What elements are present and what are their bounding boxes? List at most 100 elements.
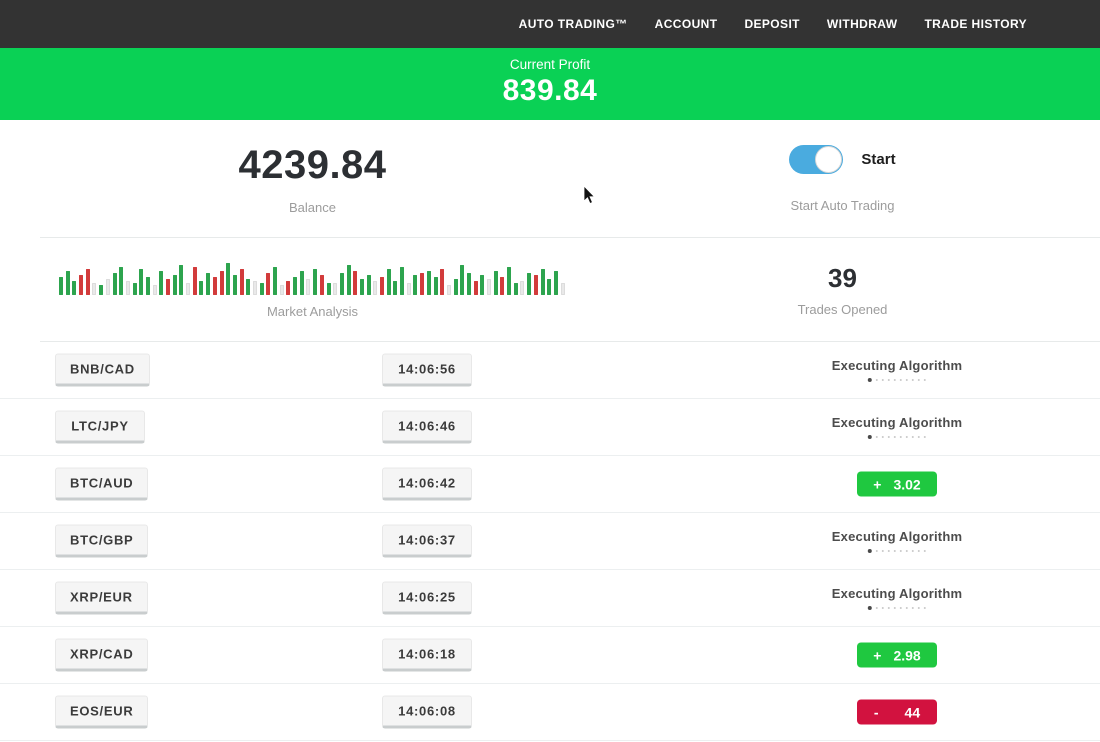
chart-bar <box>306 278 311 295</box>
chart-bar <box>166 278 170 295</box>
status-label: Executing Algorithm <box>831 586 963 601</box>
pair-badge[interactable]: XRP/CAD <box>55 638 149 672</box>
progress-dot <box>868 435 872 439</box>
progress-dot <box>876 550 878 552</box>
nav-item-trade-history[interactable]: TRADE HISTORY <box>924 17 1027 31</box>
chart-bar <box>105 278 110 295</box>
table-row: XRP/CAD 14:06:18 +2.98 <box>0 627 1100 684</box>
pair-badge[interactable]: EOS/EUR <box>55 695 149 729</box>
progress-dot <box>888 436 890 438</box>
amount-sign: + <box>873 647 882 663</box>
chart-bar <box>460 264 465 295</box>
chart-bar <box>199 280 204 295</box>
progress-dot <box>912 436 914 438</box>
market-section: Market Analysis 39 Trades Opened <box>0 238 1100 341</box>
market-analysis-label: Market Analysis <box>266 303 359 319</box>
pair-badge[interactable]: XRP/EUR <box>55 581 148 615</box>
chart-bar <box>453 278 458 295</box>
nav-item-auto-trading[interactable]: AUTO TRADING™ <box>518 17 628 31</box>
chart-bar <box>99 284 104 295</box>
chart-bar <box>252 280 257 295</box>
chart-bar <box>386 268 391 295</box>
balance-value: 4239.84 <box>238 142 387 187</box>
chart-bar <box>400 266 405 295</box>
status-label: Executing Algorithm <box>831 529 963 544</box>
auto-trading-label: Start Auto Trading <box>790 197 895 213</box>
time-badge: 14:06:56 <box>382 353 472 387</box>
progress-dot <box>868 378 872 382</box>
chart-bar <box>266 272 271 295</box>
chart-bar <box>440 268 445 295</box>
chart-bar <box>119 266 124 295</box>
table-row: XRP/EUR 14:06:25 Executing Algorithm <box>0 570 1100 627</box>
trades-opened-value: 39 <box>828 262 857 293</box>
chart-bar <box>206 272 211 295</box>
chart-bar <box>226 262 231 295</box>
progress-dot <box>882 379 884 381</box>
profit-badge: +2.98 <box>857 642 937 668</box>
chart-bar <box>527 272 532 295</box>
profit-banner-value: 839.84 <box>502 74 598 107</box>
pair-badge[interactable]: BNB/CAD <box>55 353 150 387</box>
progress-dot <box>924 607 926 609</box>
stats-section: 4239.84 Balance Start Start Auto Trading <box>0 120 1100 237</box>
chart-bar <box>145 276 150 295</box>
chart-bar <box>232 274 237 295</box>
chart-bar <box>139 268 144 295</box>
chart-bar <box>507 266 512 295</box>
chart-bar <box>553 270 558 295</box>
chart-bar <box>125 280 130 295</box>
chart-bar <box>319 274 324 295</box>
trades-opened-block: 39 Trades Opened <box>585 238 1100 341</box>
status-executing: Executing Algorithm <box>832 529 962 553</box>
progress-dot <box>882 607 884 609</box>
chart-bar <box>72 280 77 295</box>
progress-dots <box>832 435 962 439</box>
progress-dots <box>832 549 962 553</box>
chart-bar <box>179 264 184 295</box>
progress-dot <box>906 379 908 381</box>
chart-bar <box>293 276 298 295</box>
toggle-knob <box>815 145 843 173</box>
progress-dot <box>876 379 878 381</box>
chart-bar <box>420 272 425 295</box>
nav-item-withdraw[interactable]: WITHDRAW <box>826 17 898 31</box>
status-executing: Executing Algorithm <box>832 415 962 439</box>
progress-dot <box>888 550 890 552</box>
pair-badge[interactable]: LTC/JPY <box>55 410 145 444</box>
chart-bar <box>333 282 338 295</box>
time-badge: 14:06:25 <box>382 581 472 615</box>
progress-dot <box>918 436 920 438</box>
chart-bar <box>446 284 451 295</box>
pair-badge[interactable]: BTC/AUD <box>55 467 149 501</box>
chart-bar <box>239 268 244 295</box>
chart-bar <box>152 284 157 295</box>
progress-dot <box>894 379 896 381</box>
progress-dot <box>868 549 872 553</box>
balance-block: 4239.84 Balance <box>0 120 585 237</box>
chart-bar <box>547 278 552 295</box>
table-row: EOS/EUR 14:06:08 - 44 <box>0 684 1100 741</box>
balance-label: Balance <box>289 199 336 215</box>
chart-bar <box>493 270 498 295</box>
auto-trading-block: Start Start Auto Trading <box>585 120 1100 237</box>
progress-dot <box>900 379 902 381</box>
pair-badge[interactable]: BTC/GBP <box>55 524 149 558</box>
progress-dot <box>918 607 920 609</box>
progress-dot <box>888 379 890 381</box>
chart-bar <box>380 276 384 295</box>
progress-dot <box>882 436 884 438</box>
chart-bar <box>533 274 538 295</box>
chart-bar <box>246 278 251 295</box>
nav-item-deposit[interactable]: DEPOSIT <box>744 17 800 31</box>
progress-dot <box>888 607 890 609</box>
progress-dot <box>906 550 908 552</box>
progress-dot <box>900 436 902 438</box>
trades-table: BNB/CAD 14:06:56 Executing Algorithm LTC/JP… <box>0 342 1100 741</box>
chart-bar <box>487 278 491 295</box>
nav-item-account[interactable]: ACCOUNT <box>654 17 718 31</box>
chart-bar <box>413 274 418 295</box>
chart-bar <box>426 270 431 295</box>
auto-trading-toggle[interactable] <box>789 144 844 174</box>
progress-dots <box>832 606 962 610</box>
